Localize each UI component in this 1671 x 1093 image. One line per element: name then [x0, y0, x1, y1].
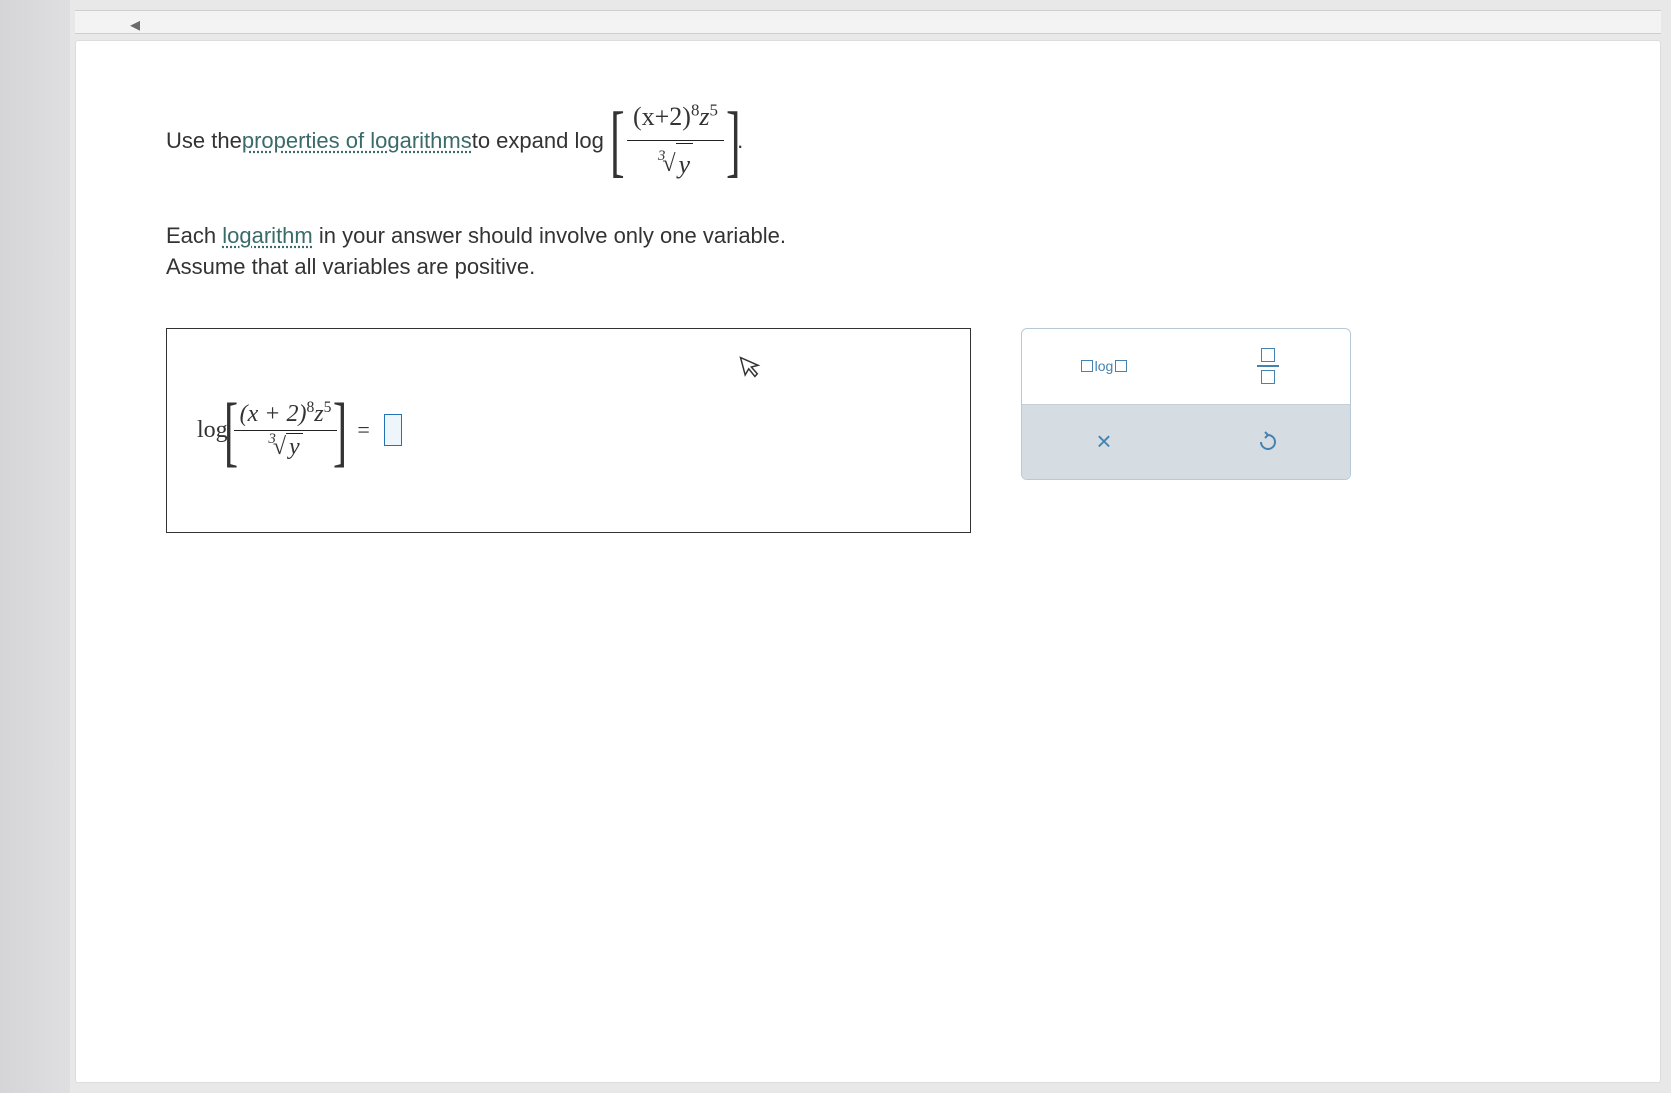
left-bracket-icon: [: [610, 96, 625, 186]
frac-bar-icon: [1257, 365, 1279, 367]
ans-fraction: (x + 2)8z5 3√y: [234, 399, 338, 461]
num-base: (x+2): [633, 102, 691, 131]
ans-numerator: (x + 2)8z5: [234, 399, 338, 431]
problem-middle: to expand log: [472, 123, 604, 158]
right-bracket-icon: ]: [726, 96, 741, 186]
properties-link[interactable]: properties of logarithms: [242, 123, 472, 158]
radicand: y: [676, 143, 694, 186]
equals-sign: =: [357, 417, 369, 443]
problem-numerator: (x+2)8z5: [627, 96, 724, 141]
ans-num-base: (x + 2): [240, 401, 307, 427]
ans-right-bracket-icon: ]: [333, 388, 347, 473]
frac-den-placeholder-icon: [1261, 370, 1275, 384]
page-root: ◂ Use the properties of logarithms to ex…: [0, 0, 1671, 1093]
clear-button[interactable]: ×: [1022, 405, 1186, 479]
instr-post: in your answer should involve only one v…: [313, 223, 786, 248]
ans-left-bracket-icon: [: [224, 388, 238, 473]
ans-num-exp2: 5: [324, 399, 332, 416]
undo-icon: [1256, 430, 1280, 454]
ans-radicand: y: [286, 433, 303, 461]
nav-bar: [75, 10, 1661, 34]
undo-button[interactable]: [1186, 405, 1350, 479]
logarithm-link[interactable]: logarithm: [222, 223, 312, 248]
toolbox: log ×: [1021, 328, 1351, 480]
answer-box[interactable]: log [ (x + 2)8z5 3√y ] =: [166, 328, 971, 533]
clear-icon: ×: [1096, 426, 1111, 457]
log-base-placeholder-icon: [1081, 360, 1093, 372]
problem-statement: Use the properties of logarithms to expa…: [166, 96, 1570, 186]
answer-wrap: log [ (x + 2)8z5 3√y ] =: [166, 328, 971, 533]
problem-denominator: 3√y: [652, 141, 699, 186]
content-card: Use the properties of logarithms to expa…: [75, 40, 1661, 1083]
log-template-button[interactable]: log: [1022, 329, 1186, 404]
fraction-template-button[interactable]: [1186, 329, 1350, 404]
instr-pre: Each: [166, 223, 222, 248]
toolbox-row-2: ×: [1022, 404, 1350, 479]
problem-expression: [ (x+2)8z5 3√y ]: [614, 96, 737, 186]
answer-expression: log [ (x + 2)8z5 3√y ] =: [197, 388, 402, 473]
root-index: 3: [658, 144, 666, 168]
nav-back-icon[interactable]: ◂: [130, 12, 140, 37]
log-label: log: [1095, 358, 1114, 374]
instruction-text: Each logarithm in your answer should inv…: [166, 221, 1570, 283]
frac-num-placeholder-icon: [1261, 348, 1275, 362]
instr-line2: Assume that all variables are positive.: [166, 254, 535, 279]
left-margin: [0, 0, 70, 1093]
log-arg-placeholder-icon: [1115, 360, 1127, 372]
ans-num-var2: z: [314, 401, 323, 427]
problem-fraction: (x+2)8z5 3√y: [627, 96, 724, 185]
work-row: log [ (x + 2)8z5 3√y ] =: [166, 328, 1570, 533]
problem-prefix: Use the: [166, 123, 242, 158]
ans-root-index: 3: [268, 431, 276, 448]
num-exp2: 5: [710, 101, 718, 120]
answer-input[interactable]: [384, 414, 402, 446]
ans-denominator: 3√y: [262, 431, 308, 461]
num-var2: z: [699, 102, 709, 131]
toolbox-row-1: log: [1022, 329, 1350, 404]
